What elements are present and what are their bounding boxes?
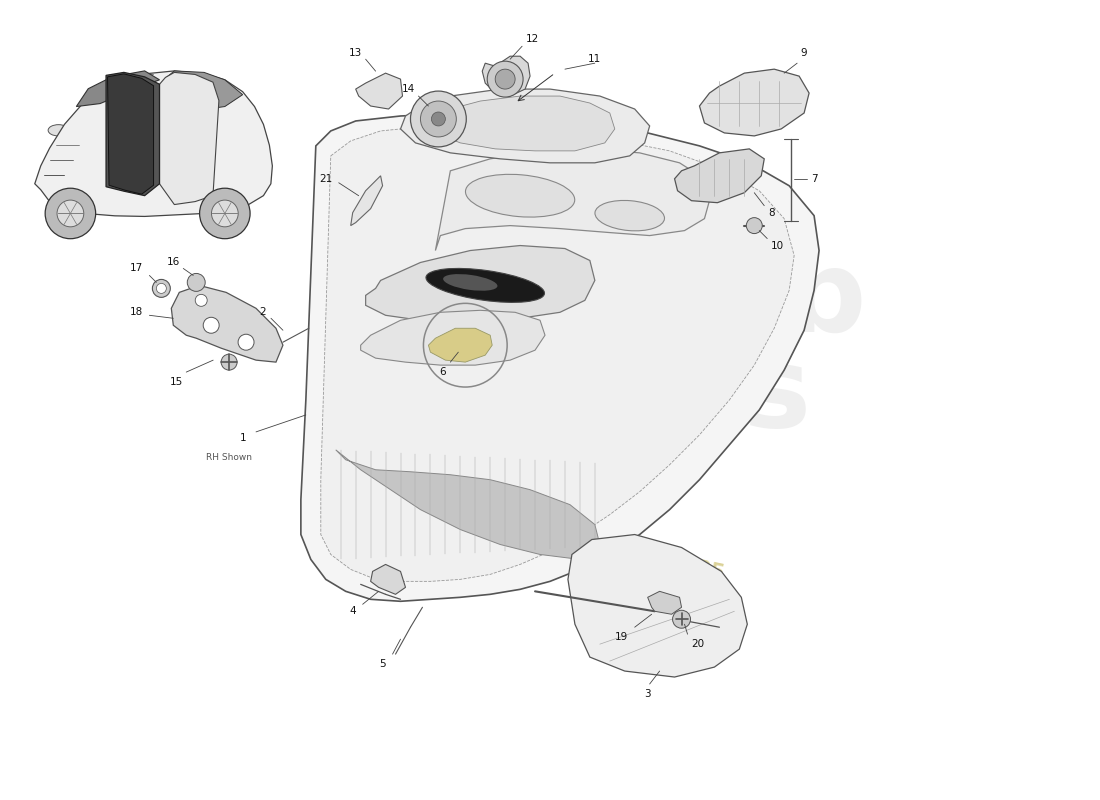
- Polygon shape: [355, 73, 403, 109]
- Polygon shape: [674, 149, 764, 202]
- Text: 11: 11: [588, 54, 602, 64]
- Ellipse shape: [443, 274, 497, 290]
- Polygon shape: [35, 71, 273, 217]
- Polygon shape: [301, 113, 820, 602]
- Circle shape: [199, 188, 250, 238]
- Text: 7: 7: [811, 174, 817, 184]
- Polygon shape: [165, 71, 243, 110]
- Text: 5: 5: [379, 659, 386, 669]
- Text: 20: 20: [691, 639, 704, 649]
- Text: 12: 12: [526, 34, 539, 44]
- Text: 19: 19: [615, 632, 628, 642]
- Text: 3: 3: [645, 689, 651, 699]
- Text: 2: 2: [260, 307, 266, 318]
- Text: 17: 17: [130, 263, 143, 274]
- Circle shape: [195, 294, 207, 306]
- Polygon shape: [648, 591, 682, 614]
- Polygon shape: [371, 565, 406, 594]
- Text: 9: 9: [801, 48, 807, 58]
- Polygon shape: [700, 69, 810, 136]
- Polygon shape: [361, 310, 544, 365]
- Polygon shape: [106, 72, 160, 196]
- Circle shape: [187, 274, 206, 291]
- Text: 18: 18: [130, 307, 143, 318]
- Polygon shape: [568, 534, 747, 677]
- Polygon shape: [436, 149, 710, 250]
- Ellipse shape: [426, 269, 544, 302]
- Circle shape: [211, 200, 239, 227]
- Polygon shape: [76, 71, 160, 106]
- Polygon shape: [428, 328, 492, 362]
- Circle shape: [746, 218, 762, 234]
- Text: 16: 16: [167, 258, 180, 267]
- Ellipse shape: [48, 125, 69, 136]
- Polygon shape: [321, 126, 794, 582]
- Text: 15: 15: [169, 377, 183, 387]
- Polygon shape: [400, 89, 650, 163]
- Text: 10: 10: [771, 241, 784, 250]
- Circle shape: [45, 188, 96, 238]
- Circle shape: [57, 200, 84, 227]
- Text: 13: 13: [349, 48, 362, 58]
- Circle shape: [156, 283, 166, 294]
- Text: 21: 21: [319, 174, 332, 184]
- Polygon shape: [482, 56, 530, 96]
- Text: eurob: eurob: [493, 245, 867, 356]
- Text: 6: 6: [439, 367, 446, 377]
- Polygon shape: [336, 450, 600, 559]
- Polygon shape: [426, 96, 615, 151]
- Text: RH Shown: RH Shown: [206, 454, 252, 462]
- Polygon shape: [160, 72, 219, 205]
- Ellipse shape: [595, 201, 664, 231]
- Polygon shape: [172, 286, 283, 362]
- Text: 1: 1: [240, 433, 246, 443]
- Circle shape: [672, 610, 691, 628]
- Text: 4: 4: [350, 606, 356, 616]
- Circle shape: [410, 91, 466, 147]
- Text: 8: 8: [768, 208, 774, 218]
- Circle shape: [204, 318, 219, 334]
- Circle shape: [221, 354, 238, 370]
- Circle shape: [431, 112, 446, 126]
- Ellipse shape: [465, 174, 574, 217]
- Polygon shape: [351, 176, 383, 226]
- Circle shape: [153, 279, 170, 298]
- Circle shape: [238, 334, 254, 350]
- Circle shape: [420, 101, 456, 137]
- Circle shape: [487, 61, 524, 97]
- Circle shape: [495, 69, 515, 89]
- Polygon shape: [108, 74, 154, 194]
- Polygon shape: [365, 246, 595, 322]
- Text: les: les: [627, 339, 812, 450]
- Text: 14: 14: [402, 84, 415, 94]
- Text: a passion for parts since 1985: a passion for parts since 1985: [374, 490, 726, 584]
